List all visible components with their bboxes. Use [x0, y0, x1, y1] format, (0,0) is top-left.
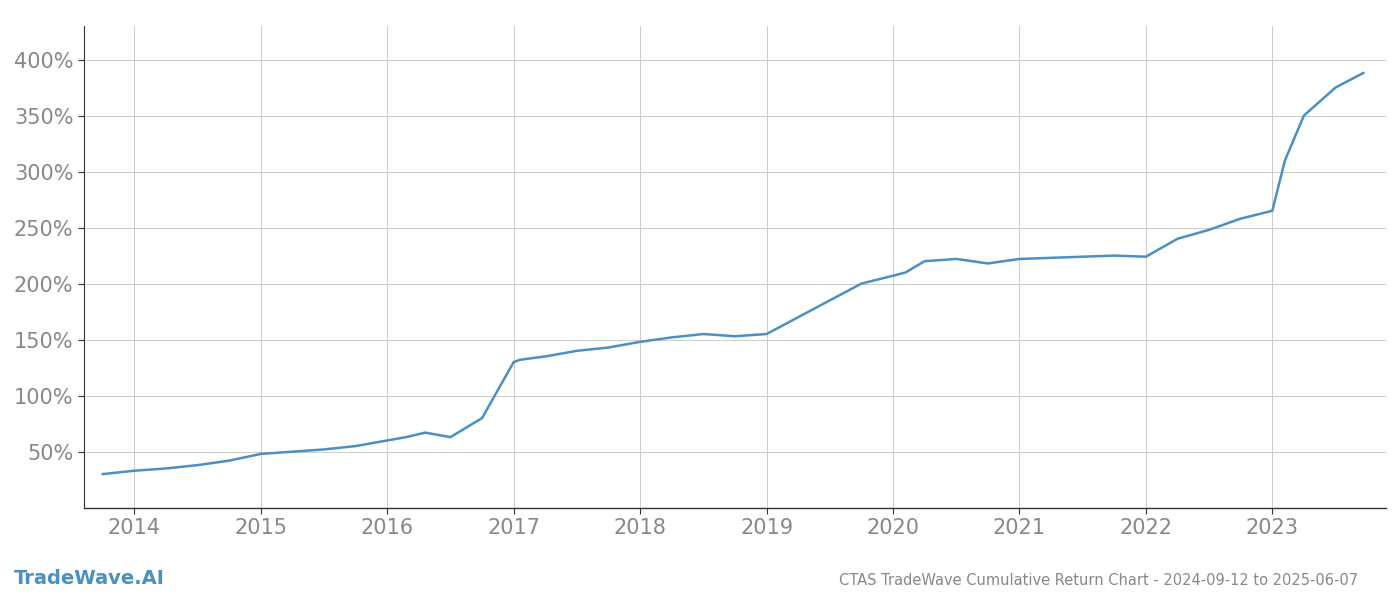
Text: CTAS TradeWave Cumulative Return Chart - 2024-09-12 to 2025-06-07: CTAS TradeWave Cumulative Return Chart -… — [839, 573, 1358, 588]
Text: TradeWave.AI: TradeWave.AI — [14, 569, 165, 588]
